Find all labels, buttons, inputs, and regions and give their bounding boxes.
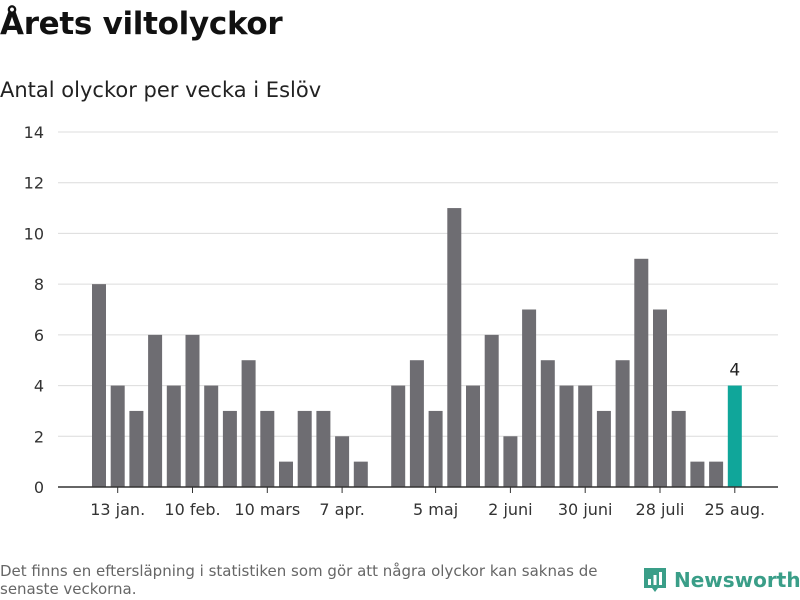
y-tick-label: 2 [34,427,44,446]
x-axis: 13 jan. 10 feb. 10 mars 7 apr. 5 maj 2 juni 30… [58,486,778,519]
bar [653,309,667,487]
x-tick-label: 10 feb. [164,500,220,519]
bar [447,208,462,488]
bar [522,309,537,487]
y-tick-label: 6 [34,326,44,345]
bar [222,410,237,487]
x-tick-label: 2 juni [488,500,532,519]
brand-logo: Newsworthy [642,566,800,594]
x-tick-label: 25 aug. [704,500,765,519]
y-tick-label: 12 [24,174,44,193]
y-tick-label: 10 [24,224,44,243]
bar [260,410,275,487]
bar [709,461,724,487]
bar [241,360,256,487]
bar [110,385,125,487]
bar [129,410,144,487]
bar [503,436,518,487]
brand-name: Newsworthy [674,568,800,592]
x-tick-label: 5 maj [413,500,458,519]
data-labels: 4 [729,361,740,381]
x-tick-label: 30 juni [558,500,613,519]
x-tick-label: 13 jan. [90,500,145,519]
bar [578,385,593,487]
bar [428,410,443,487]
highlight-data-label: 4 [729,361,740,381]
bar [279,461,293,487]
bar-chart: 0 2 4 6 8 10 12 14 13 jan. 10 feb. 10 mars 7 apr. 5… [24,123,778,519]
x-tick-label: 7 apr. [319,500,364,519]
y-tick-label: 0 [34,478,44,497]
bar [148,334,163,487]
bar [353,461,368,487]
bar [484,334,499,487]
bar [166,385,181,487]
bar [335,436,350,487]
bar [409,360,424,487]
bar [185,334,200,487]
bar [391,385,406,487]
bar [596,410,611,487]
bar [690,461,705,487]
bar [559,385,574,487]
bar-highlight [727,385,742,487]
bar [297,410,312,487]
bar [615,360,630,487]
bar [466,385,480,487]
y-tick-label: 14 [24,123,44,142]
y-axis: 0 2 4 6 8 10 12 14 [24,123,44,497]
bar-chart-logo-icon [644,568,666,592]
chart-subtitle: Antal olyckor per vecka i Eslöv [0,78,322,102]
bar [634,258,649,487]
x-tick-label: 28 juli [636,500,685,519]
chart-title: Årets viltolyckor [0,6,283,42]
bar [204,385,219,487]
bars [92,208,742,488]
footnote: Det finns en eftersläpning i statistiken… [0,562,598,598]
y-tick-label: 4 [34,377,44,396]
bar [92,284,106,487]
bar [540,360,555,487]
bar [671,410,686,487]
x-tick-label: 10 mars [234,500,300,519]
bar [316,410,331,487]
y-tick-label: 8 [34,275,44,294]
